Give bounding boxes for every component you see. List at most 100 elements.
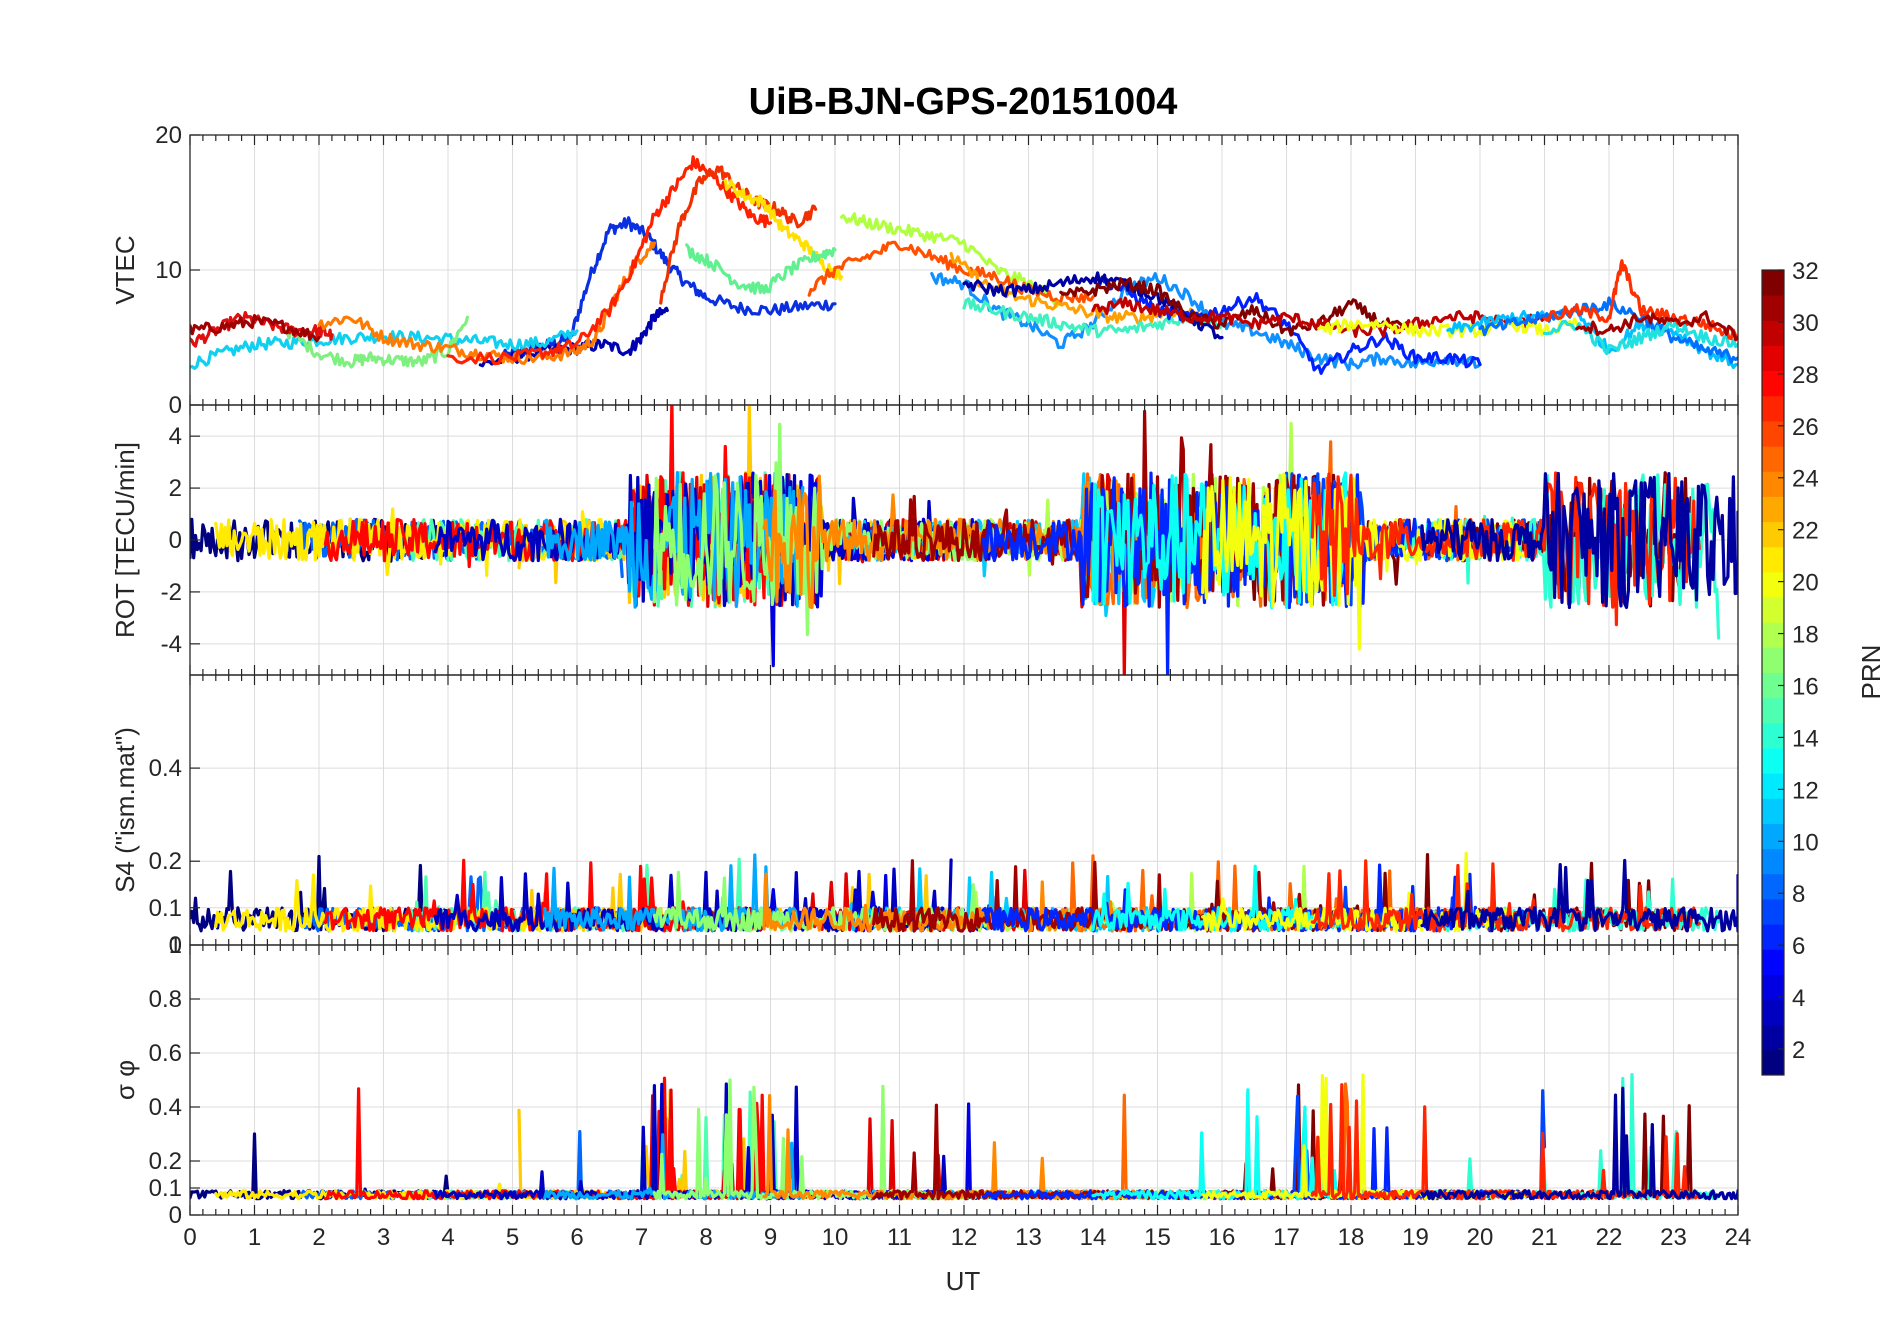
x-tick-label: 13 [1015, 1224, 1042, 1251]
x-tick-label: 6 [570, 1224, 583, 1251]
colorbar-tick-label: 12 [1792, 777, 1819, 804]
series-group [190, 1073, 1738, 1201]
vtec-series-prn-26 [807, 240, 1095, 304]
colorbar-tick-label: 10 [1792, 829, 1819, 856]
colorbar-tick-label: 18 [1792, 622, 1819, 649]
y-tick-label: 2 [169, 475, 182, 502]
colorbar-tick-label: 20 [1792, 570, 1819, 597]
sigma-series-prn-20 [1201, 1073, 1527, 1201]
colorbar-bin [1762, 295, 1784, 321]
colorbar-tick-label: 2 [1792, 1037, 1805, 1064]
x-tick-label: 7 [635, 1224, 648, 1251]
sigma-series-prn-8 [298, 1130, 624, 1201]
colorbar-tick-label: 14 [1792, 725, 1819, 752]
colorbar-bin [1762, 1024, 1784, 1051]
colorbar-tick-label: 28 [1792, 362, 1819, 389]
y-tick-label: 0 [169, 1202, 182, 1229]
s4-series-prn-2 [1420, 858, 1738, 933]
colorbar-bin [1762, 873, 1784, 900]
y-tick-label: 0 [169, 932, 182, 959]
x-tick-label: 14 [1080, 1224, 1107, 1251]
vtec-series-prn-18 [839, 212, 1063, 309]
y-axis-label: σ φ [110, 1060, 140, 1100]
rot-series-prn-21 [214, 507, 605, 577]
panel-rot: -4 -2 0 2 4 ROT [TECU/min] [110, 404, 1739, 676]
x-tick-label: 12 [951, 1224, 978, 1251]
colorbar-bin [1762, 848, 1784, 875]
vtec-series-prn-14 [962, 297, 1224, 339]
series-group [190, 851, 1738, 933]
x-tick-label: 21 [1531, 1224, 1558, 1251]
y-tick-label: 0.1 [149, 1175, 182, 1202]
vtec-series-prn-27 [1542, 259, 1738, 341]
y-tick-label: 0 [169, 392, 182, 419]
colorbar-bin [1762, 672, 1784, 699]
sigma-series-prn-28 [323, 1076, 779, 1201]
colorbar-bin [1762, 345, 1784, 372]
colorbar-bin [1762, 924, 1784, 950]
x-tick-label: 11 [887, 1224, 912, 1251]
x-tick-label: 20 [1467, 1224, 1494, 1251]
colorbar-tick-label: 6 [1792, 933, 1805, 960]
y-tick-label: 0.2 [149, 848, 182, 875]
x-tick-label: 3 [377, 1224, 390, 1251]
colorbar-bin [1762, 395, 1784, 422]
colorbar-bin [1762, 471, 1784, 497]
vtec-series-prn-28 [446, 155, 773, 366]
colorbar-bin [1762, 270, 1784, 296]
y-axis-label: S4 ("ism.mat") [110, 727, 140, 893]
sigma-series-prn-14 [1394, 1073, 1721, 1201]
colorbar-tick-label: 22 [1792, 518, 1819, 545]
colorbar-bin [1762, 647, 1784, 673]
vtec-series-prn-32 [1059, 277, 1418, 337]
y-tick-label: 4 [169, 423, 182, 450]
colorbar-bin [1762, 898, 1784, 925]
vtec-series-prn-15 [685, 243, 837, 295]
vtec-series-prn-10 [930, 272, 1482, 372]
x-tick-label: 0 [183, 1224, 196, 1251]
colorbar-bin [1762, 949, 1784, 975]
vtec-series-prn-27 [659, 165, 818, 305]
colorbar-bin [1762, 446, 1784, 472]
colorbar-bin [1762, 420, 1784, 447]
x-tick-label: 8 [699, 1224, 712, 1251]
vtec-series-prn-20 [1317, 317, 1579, 339]
vtec-series-prn-30 [1091, 296, 1547, 338]
y-tick-label: 0.1 [149, 895, 182, 922]
panel-sigma: 00.10.20.40.60.81σ φ [110, 932, 1739, 1229]
x-tick-label: 10 [822, 1224, 849, 1251]
x-tick-label: 17 [1273, 1224, 1300, 1251]
y-tick-label: 0.8 [149, 986, 182, 1013]
sigma-series-prn-2 [1420, 1086, 1738, 1201]
y-tick-label: 0.4 [149, 755, 182, 782]
x-tick-label: 23 [1660, 1224, 1687, 1251]
x-tick-label: 4 [441, 1224, 454, 1251]
rot-series-prn-2 [1420, 471, 1738, 610]
y-tick-label: 10 [155, 257, 182, 284]
chart-title: UiB-BJN-GPS-20151004 [749, 81, 1178, 123]
colorbar-bin [1762, 370, 1784, 397]
x-tick-label: 15 [1144, 1224, 1171, 1251]
colorbar-tick-label: 16 [1792, 673, 1819, 700]
y-tick-label: -2 [161, 579, 182, 606]
vtec-series-prn-21 [723, 179, 844, 281]
colorbar-bin [1762, 974, 1784, 1001]
panel-s4: 0.1 0.2 0.4 0 S4 ("ism.mat") [110, 674, 1739, 959]
vtec-series-prn-16 [285, 315, 469, 369]
x-tick-labels: 0 1 2 3 4 5 6 7 8 9 10 11 12 13 14 15 16 17 18 19 20 21 22 23 24 [183, 1224, 1751, 1251]
y-tick-label: 0.2 [149, 1148, 182, 1175]
y-axis-label: ROT [TECU/min] [110, 442, 140, 638]
x-tick-label: 2 [312, 1224, 325, 1251]
colorbar-bin [1762, 546, 1784, 573]
sigma-series-prn-27 [1310, 1083, 1701, 1201]
series-group [190, 405, 1738, 675]
x-tick-label: 18 [1338, 1224, 1365, 1251]
colorbar-bin [1762, 521, 1784, 548]
x-tick-label: 22 [1596, 1224, 1623, 1251]
colorbar-bin [1762, 697, 1784, 724]
y-tick-label: 0 [169, 527, 182, 554]
y-tick-label: 0.4 [149, 1094, 182, 1121]
y-tick-label: 1 [169, 932, 182, 959]
